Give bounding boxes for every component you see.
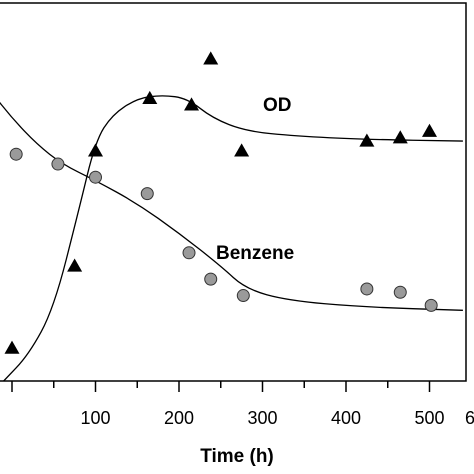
od-point xyxy=(4,340,20,354)
benzene-point xyxy=(204,272,218,286)
benzene-point xyxy=(424,298,438,312)
benzene-point xyxy=(140,187,154,201)
od-point xyxy=(142,90,158,104)
od-point xyxy=(392,130,408,144)
od-point xyxy=(184,97,200,111)
od-point xyxy=(359,133,375,147)
x-axis-ticks: 100 200 300 400 500 xyxy=(11,381,445,428)
x-tick-label-partial: 6 xyxy=(465,408,474,428)
benzene-point xyxy=(236,289,250,303)
plot-frame xyxy=(0,2,467,382)
x-axis-title: Time (h) xyxy=(200,446,274,467)
od-point xyxy=(203,51,219,65)
od-point xyxy=(422,123,437,137)
benzene-point xyxy=(393,285,407,299)
benzene-point xyxy=(89,170,102,184)
data-markers xyxy=(4,51,438,354)
x-tick-label: 100 xyxy=(80,408,110,428)
od-point xyxy=(234,143,250,157)
x-tick-label: 200 xyxy=(164,408,194,428)
benzene-point xyxy=(9,147,23,161)
benzene-fit-line xyxy=(0,101,463,311)
od-point xyxy=(88,143,103,157)
benzene-point xyxy=(51,157,65,171)
od-series-label: OD xyxy=(263,95,292,116)
x-tick-label: 500 xyxy=(414,408,444,428)
od-point xyxy=(67,258,83,272)
benzene-point xyxy=(360,282,374,296)
benzene-point xyxy=(182,246,196,260)
x-tick-label: 400 xyxy=(331,408,361,428)
benzene-series-label: Benzene xyxy=(216,243,294,264)
x-tick-label: 300 xyxy=(247,408,277,428)
